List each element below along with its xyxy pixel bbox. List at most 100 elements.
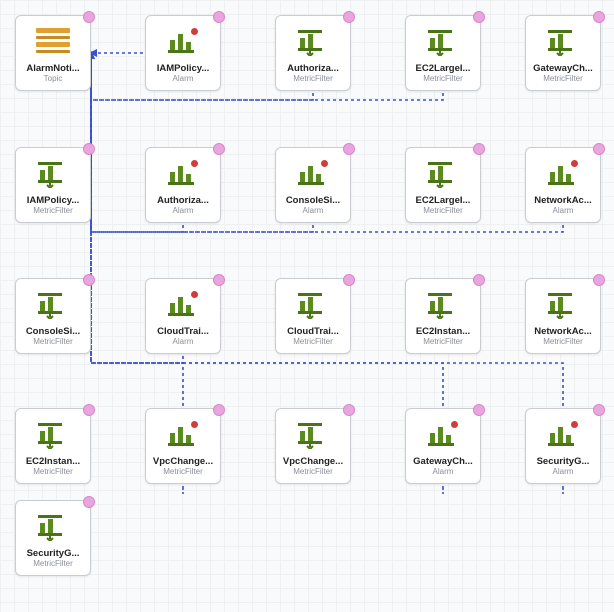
node-title: GatewayCh... bbox=[530, 64, 596, 74]
connector-dot bbox=[83, 274, 95, 286]
connector-dot bbox=[83, 496, 95, 508]
node-subtitle: Alarm bbox=[150, 207, 216, 216]
node-r0c3[interactable]: EC2LargeI...MetricFilter bbox=[405, 15, 481, 91]
node-r0c2[interactable]: Authoriza...MetricFilter bbox=[275, 15, 351, 91]
node-title: Authoriza... bbox=[280, 64, 346, 74]
metric-icon bbox=[410, 20, 476, 64]
metric-icon bbox=[410, 152, 476, 196]
node-title: VpcChange... bbox=[150, 457, 216, 467]
alarm-icon bbox=[410, 413, 476, 457]
node-title: NetworkAc... bbox=[530, 196, 596, 206]
node-title: IAMPolicy... bbox=[20, 196, 86, 206]
connector-dot bbox=[343, 143, 355, 155]
connector-dot bbox=[213, 404, 225, 416]
node-r2c2[interactable]: CloudTrai...MetricFilter bbox=[275, 278, 351, 354]
metric-icon bbox=[280, 413, 346, 457]
connector-dot bbox=[473, 404, 485, 416]
node-subtitle: MetricFilter bbox=[530, 75, 596, 84]
connector-dot bbox=[343, 274, 355, 286]
node-subtitle: MetricFilter bbox=[150, 468, 216, 477]
connector-dot bbox=[473, 11, 485, 23]
node-title: CloudTrai... bbox=[150, 327, 216, 337]
node-title: SecurityG... bbox=[20, 549, 86, 559]
metric-icon bbox=[410, 283, 476, 327]
node-r0c1[interactable]: IAMPolicy...Alarm bbox=[145, 15, 221, 91]
connector-dot bbox=[473, 143, 485, 155]
node-title: EC2Instan... bbox=[410, 327, 476, 337]
metric-icon bbox=[20, 413, 86, 457]
connector-dot bbox=[343, 404, 355, 416]
metric-icon bbox=[280, 20, 346, 64]
node-subtitle: Alarm bbox=[150, 338, 216, 347]
node-r1c0[interactable]: IAMPolicy...MetricFilter bbox=[15, 147, 91, 223]
topic-icon bbox=[20, 20, 86, 64]
node-subtitle: Alarm bbox=[280, 207, 346, 216]
node-subtitle: MetricFilter bbox=[410, 338, 476, 347]
alarm-icon bbox=[150, 152, 216, 196]
node-r0c4[interactable]: GatewayCh...MetricFilter bbox=[525, 15, 601, 91]
node-subtitle: Alarm bbox=[530, 207, 596, 216]
metric-icon bbox=[20, 283, 86, 327]
alarm-icon bbox=[150, 413, 216, 457]
node-title: EC2Instan... bbox=[20, 457, 86, 467]
connector-dot bbox=[593, 11, 605, 23]
node-r2c4[interactable]: NetworkAc...MetricFilter bbox=[525, 278, 601, 354]
metric-icon bbox=[20, 505, 86, 549]
connector-dot bbox=[593, 274, 605, 286]
metric-icon bbox=[20, 152, 86, 196]
node-r3c4[interactable]: SecurityG...Alarm bbox=[525, 408, 601, 484]
connector-dot bbox=[213, 143, 225, 155]
connector-dot bbox=[343, 11, 355, 23]
alarm-icon bbox=[530, 152, 596, 196]
node-title: Authoriza... bbox=[150, 196, 216, 206]
node-topic[interactable]: AlarmNoti...Topic bbox=[15, 15, 91, 91]
node-subtitle: MetricFilter bbox=[20, 468, 86, 477]
connector-dot bbox=[83, 11, 95, 23]
node-r2c0[interactable]: ConsoleSi...MetricFilter bbox=[15, 278, 91, 354]
node-r3c1[interactable]: VpcChange...MetricFilter bbox=[145, 408, 221, 484]
node-title: ConsoleSi... bbox=[280, 196, 346, 206]
connector-dot bbox=[83, 143, 95, 155]
alarm-icon bbox=[150, 20, 216, 64]
node-subtitle: Topic bbox=[20, 75, 86, 84]
metric-icon bbox=[530, 283, 596, 327]
alarm-icon bbox=[530, 413, 596, 457]
node-subtitle: MetricFilter bbox=[410, 75, 476, 84]
node-title: VpcChange... bbox=[280, 457, 346, 467]
node-title: NetworkAc... bbox=[530, 327, 596, 337]
edge-r0c3-to-topic bbox=[91, 15, 443, 100]
metric-icon bbox=[530, 20, 596, 64]
node-title: IAMPolicy... bbox=[150, 64, 216, 74]
node-title: GatewayCh... bbox=[410, 457, 476, 467]
edge-r3c3-to-topic bbox=[91, 53, 443, 494]
node-subtitle: MetricFilter bbox=[280, 468, 346, 477]
node-r3c3[interactable]: GatewayCh...Alarm bbox=[405, 408, 481, 484]
node-subtitle: MetricFilter bbox=[20, 560, 86, 569]
node-r2c3[interactable]: EC2Instan...MetricFilter bbox=[405, 278, 481, 354]
connector-dot bbox=[593, 143, 605, 155]
node-r2c1[interactable]: CloudTrai...Alarm bbox=[145, 278, 221, 354]
node-subtitle: MetricFilter bbox=[280, 75, 346, 84]
node-subtitle: Alarm bbox=[150, 75, 216, 84]
node-title: ConsoleSi... bbox=[20, 327, 86, 337]
node-r1c1[interactable]: Authoriza...Alarm bbox=[145, 147, 221, 223]
connector-dot bbox=[473, 274, 485, 286]
node-r1c2[interactable]: ConsoleSi...Alarm bbox=[275, 147, 351, 223]
node-r1c3[interactable]: EC2LargeI...MetricFilter bbox=[405, 147, 481, 223]
node-r3c2[interactable]: VpcChange...MetricFilter bbox=[275, 408, 351, 484]
connector-dot bbox=[83, 404, 95, 416]
node-r3c0[interactable]: EC2Instan...MetricFilter bbox=[15, 408, 91, 484]
alarm-icon bbox=[280, 152, 346, 196]
metric-icon bbox=[280, 283, 346, 327]
node-subtitle: MetricFilter bbox=[20, 338, 86, 347]
node-subtitle: MetricFilter bbox=[280, 338, 346, 347]
connector-dot bbox=[213, 274, 225, 286]
node-title: EC2LargeI... bbox=[410, 64, 476, 74]
connector-dot bbox=[213, 11, 225, 23]
alarm-icon bbox=[150, 283, 216, 327]
connector-dot bbox=[593, 404, 605, 416]
node-subtitle: MetricFilter bbox=[530, 338, 596, 347]
node-r4c0[interactable]: SecurityG...MetricFilter bbox=[15, 500, 91, 576]
node-r1c4[interactable]: NetworkAc...Alarm bbox=[525, 147, 601, 223]
node-title: SecurityG... bbox=[530, 457, 596, 467]
